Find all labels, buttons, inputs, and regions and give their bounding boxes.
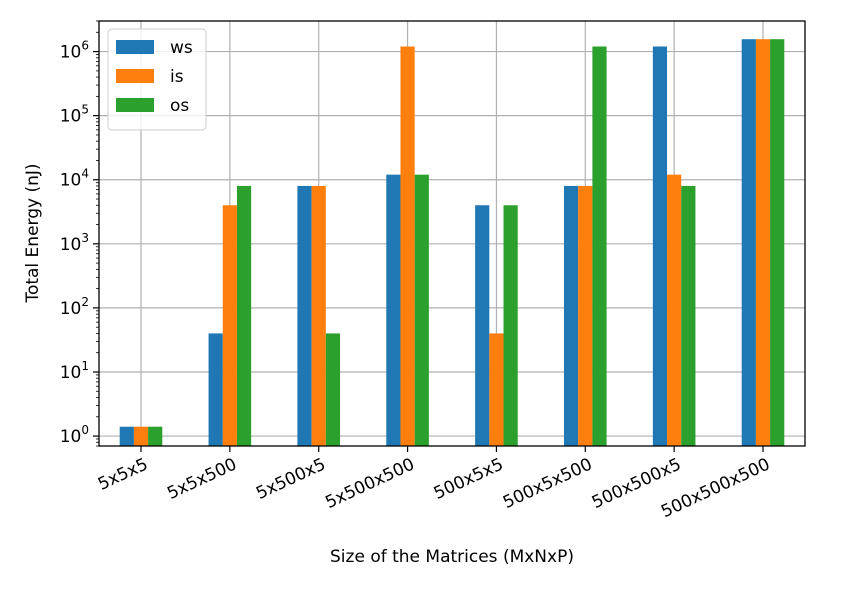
y-tick-label: 106 (60, 39, 89, 63)
legend: ws is os (107, 28, 207, 131)
x-axis-label: Size of the Matrices (MxNxP) (330, 547, 574, 567)
bar-is-500x500x5 (667, 174, 682, 446)
bar-is-5x5x5 (133, 426, 149, 446)
bar-is-500x500x500 (755, 39, 771, 446)
y-tick-label: 104 (60, 167, 89, 191)
bar-ws-5x5x500 (208, 333, 223, 446)
bar-os-500x5x5 (503, 205, 518, 446)
legend-swatch-os (116, 98, 154, 112)
plot-frame (98, 20, 806, 447)
bar-is-5x500x500 (400, 46, 415, 447)
y-tick-label-exponent: 3 (81, 231, 89, 245)
y-tick-label-exponent: 1 (81, 359, 89, 373)
y-tick-label-base: 10 (60, 171, 82, 191)
y-tick-label-exponent: 6 (81, 39, 89, 53)
x-tick-label: 5x5x500 (164, 454, 240, 503)
bar-os-5x500x500 (414, 174, 429, 446)
x-tick-label: 500x5x500 (500, 454, 595, 513)
bar-os-500x500x5 (681, 185, 696, 446)
bar-os-5x500x5 (325, 333, 341, 446)
y-tick-label-base: 10 (60, 43, 82, 63)
y-tick-label-base: 10 (60, 107, 82, 127)
bar-ws-5x500x500 (386, 174, 401, 446)
y-axis-label: Total Energy (nJ) (23, 163, 43, 303)
bar-ws-500x500x500 (741, 39, 756, 446)
y-tick-label-base: 10 (60, 235, 82, 255)
bar-ws-500x5x5 (475, 205, 490, 446)
legend-label-is: is (170, 67, 184, 87)
bar-is-500x5x500 (578, 185, 593, 446)
bar-os-500x5x500 (592, 46, 607, 447)
x-tick-label: 5x5x5 (95, 454, 151, 494)
y-tick-label: 103 (60, 231, 89, 255)
bar-ws-5x5x5 (119, 426, 134, 446)
bar-ws-500x500x5 (652, 46, 668, 447)
bar-ws-500x5x500 (563, 185, 579, 446)
bar-is-5x500x5 (311, 185, 326, 446)
bar-ws-5x500x5 (297, 185, 312, 446)
bar-os-500x500x500 (770, 39, 785, 446)
y-tick-label: 100 (60, 423, 89, 447)
y-tick-label: 101 (60, 359, 89, 383)
y-tick-label-base: 10 (60, 299, 82, 319)
y-tick-label-exponent: 4 (81, 167, 89, 181)
y-tick-label-exponent: 2 (81, 295, 89, 309)
bar-is-500x5x5 (489, 333, 504, 446)
legend-label-os: os (170, 96, 189, 116)
y-tick-label-base: 10 (60, 363, 82, 383)
bars (119, 39, 785, 447)
bar-is-5x5x500 (222, 205, 237, 446)
y-tick-label: 102 (60, 295, 89, 319)
y-tick-label-exponent: 5 (81, 103, 89, 117)
y-tick-label-exponent: 0 (81, 423, 89, 437)
legend-swatch-is (116, 69, 154, 83)
x-tick-label: 5x500x5 (253, 454, 329, 503)
x-tick-label: 500x5x5 (431, 454, 507, 503)
y-tick-label-base: 10 (60, 427, 82, 447)
legend-swatch-ws (116, 40, 154, 54)
bar-os-5x5x500 (236, 185, 252, 446)
legend-label-ws: ws (170, 38, 193, 58)
x-tick-label: 5x500x500 (322, 454, 417, 513)
y-tick-label: 105 (60, 103, 89, 127)
bar-os-5x5x5 (148, 426, 163, 446)
